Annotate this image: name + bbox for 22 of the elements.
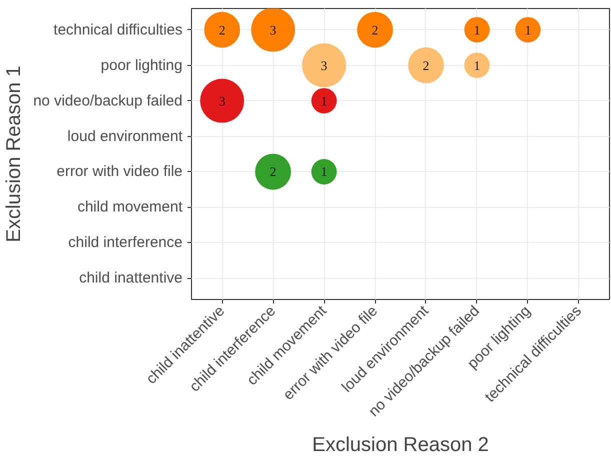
data-label: 1	[524, 22, 532, 38]
data-label: 3	[270, 22, 276, 38]
data-label: 3	[218, 93, 226, 108]
y-tick-label: child movement	[77, 198, 184, 216]
data-label: 2	[270, 164, 276, 180]
y-tick-label: technical difficulties	[54, 21, 183, 38]
y-tick-label: no video/backup failed	[33, 92, 183, 110]
data-label: 2	[218, 22, 226, 38]
data-label: 2	[422, 58, 430, 73]
data-label: 3	[320, 58, 328, 73]
y-tick-label: child inattentive	[79, 270, 183, 287]
data-label: 1	[474, 58, 480, 73]
y-tick-label: poor lighting	[100, 56, 183, 74]
y-tick-label: error with video file	[56, 163, 183, 180]
data-label: 1	[474, 22, 480, 38]
y-tick-label: loud environment	[67, 128, 184, 145]
data-label: 1	[320, 93, 328, 108]
data-label: 1	[320, 164, 328, 180]
data-label: 2	[372, 22, 378, 38]
x-axis-title: Exclusion Reason 2	[312, 434, 489, 456]
y-axis-title: Exclusion Reason 1	[3, 66, 26, 242]
y-tick-label: child interference	[68, 234, 183, 252]
